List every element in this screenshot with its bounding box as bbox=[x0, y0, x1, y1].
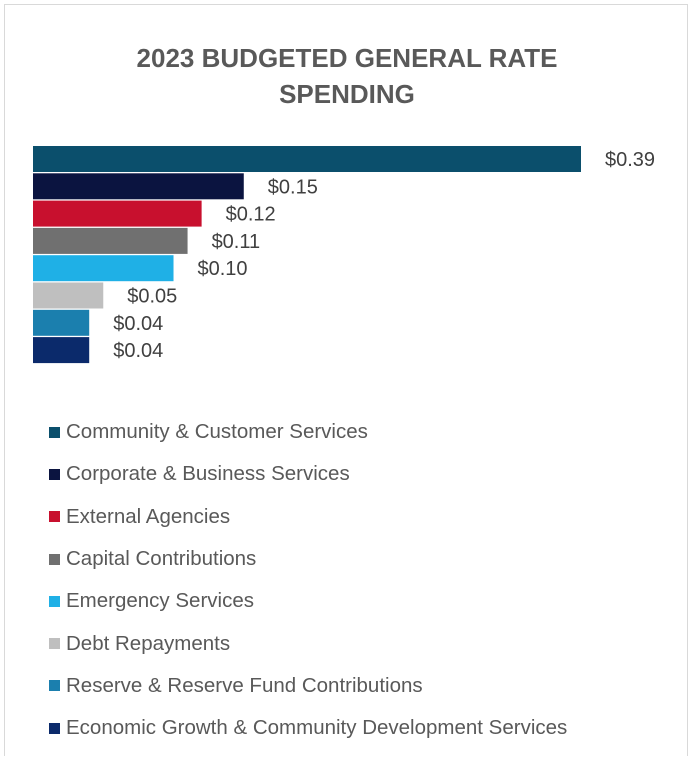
chart-title-line-1: 2023 BUDGETED GENERAL RATE bbox=[136, 43, 558, 73]
legend-item: Economic Growth & Community Development … bbox=[49, 707, 567, 749]
legend-label: Reserve & Reserve Fund Contributions bbox=[66, 673, 423, 697]
bar-8 bbox=[33, 337, 90, 364]
legend-item: Emergency Services bbox=[49, 580, 567, 622]
bar-3 bbox=[33, 200, 202, 227]
chart-legend: Community & Customer Services Corporate &… bbox=[49, 411, 567, 749]
chart-frame bbox=[4, 4, 688, 756]
data-label-5: $0.10 bbox=[198, 258, 248, 280]
bar-7 bbox=[33, 309, 90, 336]
legend-label: Capital Contributions bbox=[66, 547, 257, 571]
legend-label: Corporate & Business Services bbox=[66, 462, 350, 486]
legend-swatch-icon bbox=[49, 595, 60, 607]
data-label-6: $0.05 bbox=[127, 286, 177, 308]
legend-swatch-icon bbox=[49, 680, 60, 692]
data-label-7: $0.04 bbox=[113, 313, 163, 335]
legend-item: Capital Contributions bbox=[49, 538, 567, 580]
legend-item: Community & Customer Services bbox=[49, 411, 567, 453]
legend-swatch-icon bbox=[49, 638, 60, 650]
legend-item: Debt Repayments bbox=[49, 622, 567, 664]
legend-item: Reserve & Reserve Fund Contributions bbox=[49, 665, 567, 707]
bar-2 bbox=[33, 173, 244, 200]
data-label-3: $0.12 bbox=[226, 204, 276, 226]
chart-title: 2023 BUDGETED GENERAL RATE SPENDING bbox=[0, 40, 694, 112]
bar-1 bbox=[33, 146, 581, 172]
legend-swatch-icon bbox=[49, 468, 60, 480]
data-label-1: $0.39 bbox=[605, 149, 655, 171]
legend-label: External Agencies bbox=[66, 504, 231, 528]
bar-4 bbox=[33, 227, 188, 254]
legend-item: External Agencies bbox=[49, 496, 567, 538]
chart-title-line-2: SPENDING bbox=[279, 79, 415, 109]
legend-swatch-icon bbox=[49, 426, 60, 438]
legend-label: Economic Growth & Community Development … bbox=[66, 716, 568, 740]
legend-label: Emergency Services bbox=[66, 589, 254, 613]
legend-swatch-icon bbox=[49, 511, 60, 523]
legend-swatch-icon bbox=[49, 553, 60, 565]
data-label-4: $0.11 bbox=[212, 231, 261, 253]
legend-item: Corporate & Business Services bbox=[49, 453, 567, 495]
data-label-2: $0.15 bbox=[268, 176, 318, 198]
legend-label: Community & Customer Services bbox=[66, 420, 368, 444]
data-label-8: $0.04 bbox=[113, 340, 163, 362]
legend-swatch-icon bbox=[49, 722, 60, 734]
bar-5 bbox=[33, 255, 174, 282]
bar-6 bbox=[33, 282, 104, 309]
legend-label: Debt Repayments bbox=[66, 631, 231, 655]
bar-chart-plot: $0.39 $0.15 $0.12 $0.11 $0.10 $0.05 $0.04 $0.04 bbox=[33, 146, 655, 364]
